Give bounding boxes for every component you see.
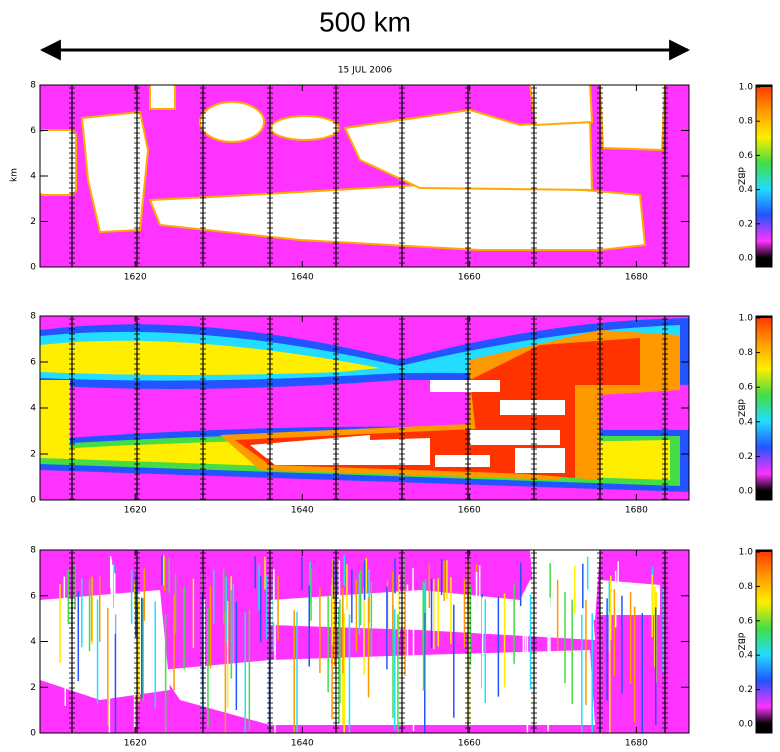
y-tick-label: 4 — [30, 637, 36, 647]
colorbar-tick-label: 0.8 — [739, 117, 754, 127]
colorbar-label: dBZ — [736, 399, 746, 417]
colorbar-tick-label: 0.2 — [739, 219, 753, 229]
colorbar-label: dBZ — [736, 632, 746, 650]
x-tick-label: 1620 — [124, 273, 147, 283]
x-tick-label: 1660 — [458, 273, 481, 283]
y-tick-label: 8 — [30, 546, 36, 556]
colorbar — [756, 316, 772, 500]
colorbar-tick-label: 0.4 — [739, 417, 754, 427]
y-tick-label: 2 — [30, 217, 36, 227]
y-axis-label: km — [10, 168, 20, 182]
y-tick-label: 6 — [30, 358, 36, 368]
colorbar-frame — [755, 315, 773, 501]
colorbar-tick-label: 0.0 — [739, 487, 754, 497]
x-tick-label: 1640 — [291, 506, 314, 516]
colorbar-tick-label: 1.0 — [739, 83, 754, 93]
colorbar-frame — [755, 84, 773, 268]
x-tick-label: 1640 — [291, 273, 314, 283]
colorbar-tick-label: 0.8 — [739, 582, 754, 592]
colorbar-tick-label: 0.2 — [739, 452, 753, 462]
y-tick-label: 4 — [30, 404, 36, 414]
x-tick-label: 1660 — [458, 506, 481, 516]
y-tick-label: 2 — [30, 450, 36, 460]
x-tick-label: 1640 — [291, 739, 314, 749]
colorbar-tick-label: 0.0 — [739, 254, 754, 264]
y-tick-label: 8 — [30, 312, 36, 322]
y-tick-label: 0 — [30, 496, 36, 506]
colorbar-tick-label: 0.0 — [739, 720, 754, 730]
scale-label: 500 km — [319, 6, 411, 37]
colorbar-tick-label: 0.4 — [739, 185, 754, 195]
colorbar — [756, 550, 772, 733]
colorbar-tick-label: 1.0 — [739, 314, 754, 324]
colorbar-tick-label: 1.0 — [739, 548, 754, 558]
x-tick-label: 1680 — [625, 506, 648, 516]
colorbar — [756, 85, 772, 267]
colorbar-label: dBZ — [736, 167, 746, 185]
colorbar-tick-label: 0.2 — [739, 685, 753, 695]
y-tick-label: 0 — [30, 729, 36, 739]
colorbar-tick-label: 0.6 — [739, 616, 754, 626]
x-tick-label: 1680 — [625, 273, 648, 283]
x-tick-label: 1620 — [124, 739, 147, 749]
x-tick-label: 1680 — [625, 739, 648, 749]
y-tick-label: 6 — [30, 591, 36, 601]
colorbar-tick-label: 0.6 — [739, 151, 754, 161]
field-1 — [40, 85, 689, 267]
colorbar-frame — [755, 549, 773, 734]
colorbar-tick-label: 0.6 — [739, 383, 754, 393]
colorbar-tick-label: 0.4 — [739, 651, 754, 661]
x-tick-label: 1620 — [124, 506, 147, 516]
y-tick-label: 8 — [30, 81, 36, 91]
y-tick-label: 2 — [30, 683, 36, 693]
colorbar-top — [756, 85, 772, 87]
colorbar-top — [756, 550, 772, 552]
chart-title: 15 JUL 2006 — [338, 66, 393, 76]
colorbar-top — [756, 316, 772, 318]
y-tick-label: 0 — [30, 263, 36, 273]
colorbar-tick-label: 0.8 — [739, 348, 754, 358]
field-2 — [40, 316, 689, 500]
y-tick-label: 4 — [30, 172, 36, 182]
x-tick-label: 1660 — [458, 739, 481, 749]
y-tick-label: 6 — [30, 126, 36, 136]
